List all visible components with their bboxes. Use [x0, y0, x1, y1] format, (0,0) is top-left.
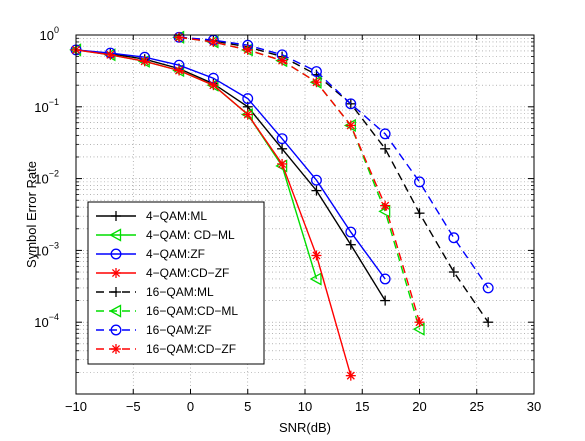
x-tick-label: 0	[187, 399, 194, 414]
data-point	[345, 98, 357, 110]
data-point	[311, 77, 322, 88]
series-line	[179, 36, 421, 323]
data-point	[311, 185, 322, 196]
data-point	[208, 36, 219, 47]
data-point	[242, 44, 253, 55]
data-point	[276, 133, 288, 145]
data-point	[482, 282, 494, 294]
data-point	[380, 143, 391, 154]
x-tick-label: 10	[298, 399, 312, 414]
data-point	[345, 98, 356, 109]
legend-label: 4−QAM:ZF	[146, 247, 205, 261]
legend-entry: 4−QAM:ML	[96, 209, 207, 223]
legend-entry: 16−QAM:CD−ZF	[96, 342, 236, 356]
legend-marker	[111, 268, 121, 278]
legend-marker	[111, 344, 121, 354]
data-point	[414, 208, 425, 219]
legend-label: 16−QAM:CD−ZF	[146, 342, 236, 356]
y-tick-label: 10−1	[34, 97, 59, 115]
data-point	[380, 200, 391, 211]
data-point	[311, 250, 322, 261]
legend-entry: 4−QAM: CD−ML	[96, 228, 235, 242]
legend-entry: 4−QAM:ZF	[96, 247, 205, 261]
series-line	[179, 36, 489, 289]
legend-entry: 4−QAM:CD−ZF	[96, 266, 229, 280]
plot-frame	[75, 34, 535, 395]
legend-label: 16−QAM:CD−ML	[146, 304, 238, 318]
data-point	[448, 267, 459, 278]
y-tick-label: 100	[40, 25, 59, 43]
x-tick-label: 25	[470, 399, 484, 414]
x-tick-label: 30	[527, 399, 541, 414]
data-point	[483, 317, 494, 328]
legend-marker	[110, 324, 122, 336]
data-point	[277, 55, 288, 66]
data-point	[345, 370, 356, 381]
series-4	[71, 44, 356, 381]
legend-box	[87, 201, 265, 365]
series-line	[75, 49, 386, 301]
legend-label: 4−QAM:ML	[146, 209, 207, 223]
data-point	[242, 93, 254, 105]
legend-label: 16−QAM:ML	[146, 285, 214, 299]
legend-marker	[111, 287, 121, 297]
data-series	[69, 30, 494, 381]
data-point	[242, 109, 253, 120]
data-point	[414, 176, 425, 188]
legend-label: 4−QAM:CD−ZF	[146, 266, 229, 280]
data-point	[345, 226, 357, 238]
legend-marker	[111, 211, 121, 221]
data-point	[414, 317, 425, 328]
data-point	[105, 49, 116, 60]
series-line	[75, 49, 386, 280]
data-point	[311, 66, 322, 77]
data-point	[139, 56, 150, 67]
data-point	[345, 239, 356, 250]
legend-marker	[110, 248, 122, 260]
data-point	[379, 273, 391, 285]
data-point	[174, 32, 185, 43]
data-point	[380, 295, 391, 306]
x-axis-label: SNR(dB)	[279, 420, 331, 435]
legend-label: 16−QAM:ZF	[146, 323, 212, 337]
series-8	[174, 32, 425, 328]
data-point	[174, 65, 185, 76]
x-tick-label: −5	[126, 399, 141, 414]
legend-entry: 16−QAM:ML	[96, 285, 214, 299]
data-point	[277, 158, 288, 169]
series-line	[179, 36, 489, 323]
x-tick-label: 5	[244, 399, 251, 414]
data-point	[208, 80, 219, 91]
legend-entry: 16−QAM:CD−ML	[96, 304, 238, 318]
legend-marker	[109, 304, 122, 318]
grid-lines	[76, 35, 534, 394]
y-axis-label: Symbol Error Rate	[24, 161, 39, 268]
data-point	[448, 232, 460, 244]
data-point	[379, 128, 391, 140]
x-tick-label: 15	[355, 399, 369, 414]
data-point	[277, 143, 288, 154]
legend-marker	[109, 228, 122, 242]
data-point	[309, 272, 322, 286]
data-point	[311, 174, 322, 186]
x-tick-label: 20	[412, 399, 426, 414]
legend-label: 4−QAM: CD−ML	[146, 228, 235, 242]
data-point	[345, 120, 356, 131]
x-tick-label: −10	[65, 399, 87, 414]
legend: 4−QAM:ML 4−QAM: CD−ML 4−QAM:ZF 4−QAM:CD−ZF 1…	[87, 201, 265, 365]
legend-entry: 16−QAM:ZF	[96, 323, 212, 337]
y-tick-label: 10−4	[34, 312, 59, 330]
